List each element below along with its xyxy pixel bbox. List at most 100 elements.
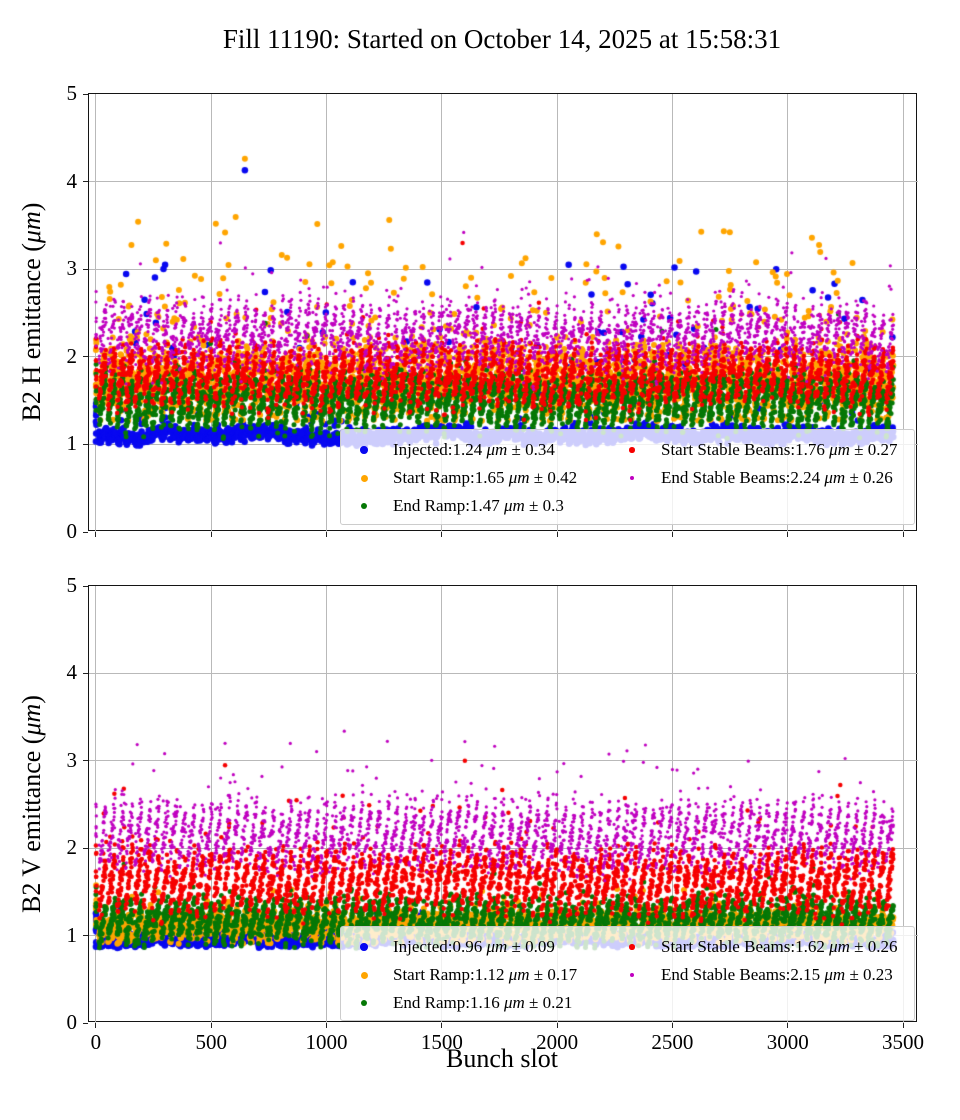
legend-entry-name-value: Start Stable Beams:1.76 [661, 440, 830, 459]
legend-entry-uncertainty: ± 0.09 [507, 937, 555, 956]
x-tickmark [787, 532, 789, 537]
y-tick-label: 1 [66, 431, 78, 456]
x-tick-label: 2000 [536, 1030, 579, 1054]
legend-entry-unit: μm [508, 965, 530, 984]
legend-entry-unit: μm [508, 468, 530, 487]
y-tickmark [83, 672, 88, 674]
x-tickmark [210, 1023, 212, 1028]
legend-entry-label: Start Ramp:1.65 μm ± 0.42 [393, 467, 577, 489]
legend-entry-label: Injected:1.24 μm ± 0.34 [393, 439, 555, 461]
x-tickmark [902, 1023, 904, 1028]
legend-entry-label: End Stable Beams:2.15 μm ± 0.23 [661, 964, 893, 986]
y-tickmark [83, 531, 88, 533]
legend-entry-uncertainty: ± 0.27 [849, 440, 898, 459]
y-axis-label-v-unit: μm [17, 703, 46, 736]
y-axis-label-h-unit: μm [17, 211, 46, 244]
plot-h-emittance: 0 1 2 3 4 5 Injected:1.24 μm ± 0.34 Start Ramp:… [67, 81, 918, 543]
x-tickmark [671, 532, 673, 537]
legend-entry-name-value: Injected:1.24 [393, 440, 487, 459]
y-tick-label: 5 [66, 573, 78, 597]
y-tickmark [83, 93, 88, 95]
legend-entry-name-value: Start Stable Beams:1.62 [661, 937, 830, 956]
y-tickmark [83, 935, 88, 937]
y-tick-label: 1 [66, 922, 78, 947]
x-tickmark [95, 1023, 97, 1028]
x-tickmark [441, 532, 443, 537]
legend: Injected:1.24 μm ± 0.34 Start Ramp:1.65 μ… [340, 429, 915, 525]
legend-entry-name-value: End Stable Beams:2.15 [661, 965, 825, 984]
x-tickmark [671, 1023, 673, 1028]
y-tickmark [83, 847, 88, 849]
x-tickmark [787, 1023, 789, 1028]
x-tick-label: 3500 [882, 1030, 924, 1054]
legend-marker-dot [360, 943, 368, 951]
x-tick-label: 0 [90, 1030, 102, 1054]
x-tickmark [556, 532, 558, 537]
legend-entry-label: End Stable Beams:2.24 μm ± 0.26 [661, 467, 893, 489]
legend-entry-unit: μm [829, 937, 850, 956]
y-tick-label: 0 [66, 519, 78, 543]
legend: Injected:0.96 μm ± 0.09 Start Ramp:1.12 μ… [340, 926, 915, 1021]
legend-entry-unit: μm [829, 440, 850, 459]
legend-marker-dot [629, 972, 635, 978]
legend-entry-uncertainty: ± 0.21 [524, 993, 573, 1012]
y-axis-label-v-suffix: ) [17, 695, 46, 704]
y-tick-label: 0 [66, 1010, 78, 1034]
legend-entry-label: Start Ramp:1.12 μm ± 0.17 [393, 964, 577, 986]
legend-entry-label: End Ramp:1.16 μm ± 0.21 [393, 992, 572, 1014]
legend-entry-uncertainty: ± 0.17 [529, 965, 578, 984]
x-tick-label: 1000 [305, 1030, 348, 1054]
y-tick-label: 3 [66, 256, 78, 281]
legend-entry-unit: μm [486, 937, 508, 956]
y-tickmark [83, 268, 88, 270]
legend-marker-dot [361, 503, 367, 509]
legend-entry-uncertainty: ± 0.3 [524, 496, 564, 515]
legend-entry-name-value: Injected:0.96 [393, 937, 487, 956]
y-tickmark [83, 585, 88, 587]
legend-entry-uncertainty: ± 0.26 [849, 937, 898, 956]
legend-entry-unit: μm [824, 965, 846, 984]
legend-entry-name-value: Start Ramp:1.65 [393, 468, 509, 487]
legend-marker-dot [361, 1000, 367, 1006]
y-tick-label: 4 [66, 660, 78, 685]
x-tickmark [326, 1023, 328, 1028]
y-tickmark [83, 181, 88, 183]
legend-entry-label: End Ramp:1.47 μm ± 0.3 [393, 495, 564, 517]
y-axis-label-h-emittance: B2 H emittance (μm) [15, 93, 49, 531]
legend-marker-dot [360, 971, 368, 979]
legend-entry-name-value: Start Ramp:1.12 [393, 965, 509, 984]
legend-entry-unit: μm [486, 440, 508, 459]
legend-marker-dot [360, 446, 368, 454]
x-tickmark [95, 532, 97, 537]
y-tick-label: 2 [66, 835, 78, 860]
x-axis-label: Bunch slot [446, 1044, 558, 1073]
legend-entry-name-value: End Stable Beams:2.24 [661, 468, 825, 487]
y-tick-label: 4 [66, 168, 78, 193]
legend-entry-uncertainty: ± 0.42 [529, 468, 578, 487]
y-axis-label-h-suffix: ) [17, 202, 46, 212]
legend-entry-label: Start Stable Beams:1.76 μm ± 0.27 [661, 439, 898, 461]
legend-entry-uncertainty: ± 0.23 [845, 965, 893, 984]
legend-marker-dot [360, 474, 368, 482]
legend-entry-label: Start Stable Beams:1.62 μm ± 0.26 [661, 936, 898, 958]
y-tickmark [83, 760, 88, 762]
y-tickmark [83, 443, 88, 445]
legend-entry-unit: μm [824, 468, 846, 487]
x-tickmark [902, 532, 904, 537]
figure-title: Fill 11190: Started on October 14, 2025 … [222, 24, 782, 54]
legend-entry-unit: μm [503, 993, 525, 1012]
x-tickmark [326, 532, 328, 537]
legend-marker-dot [629, 944, 635, 950]
legend-entry-name-value: End Ramp:1.47 [393, 496, 504, 515]
x-tickmark [210, 532, 212, 537]
x-tick-label: 3000 [766, 1030, 809, 1054]
x-tick-label: 1500 [420, 1030, 463, 1054]
legend-entry-uncertainty: ± 0.34 [507, 440, 555, 459]
legend-entry-label: Injected:0.96 μm ± 0.09 [393, 936, 555, 958]
plot-v-emittance: 0 500 1000 1500 2000 2500 3000 3500 0 1 2 3 4 5 Inject… [67, 573, 925, 1054]
x-tickmark [441, 1023, 443, 1028]
x-tick-label: 2500 [651, 1030, 694, 1054]
legend-entry-uncertainty: ± 0.26 [845, 468, 893, 487]
x-tickmark [556, 1023, 558, 1028]
legend-entry-name-value: End Ramp:1.16 [393, 993, 504, 1012]
